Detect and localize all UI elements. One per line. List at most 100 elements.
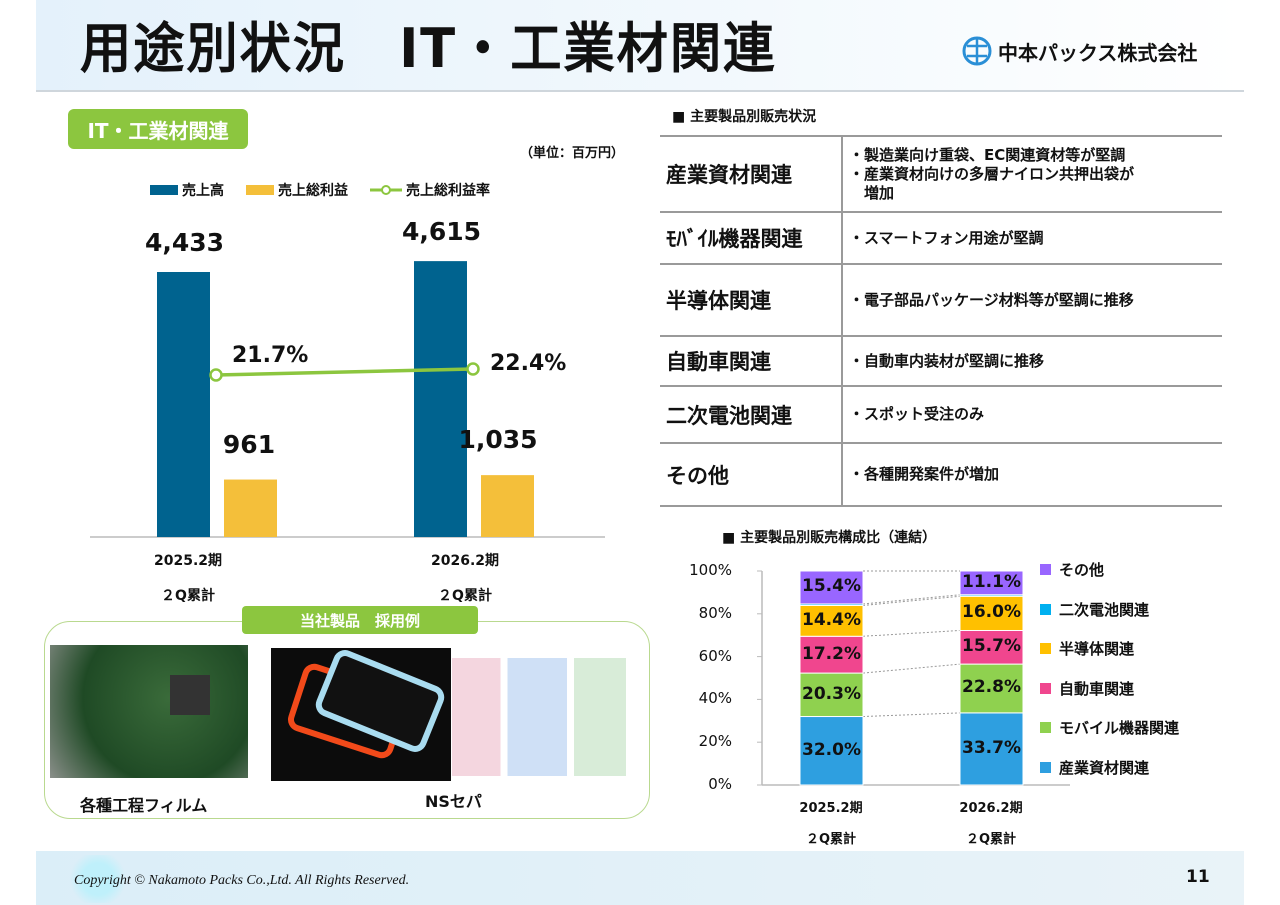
products-label: 当社製品 採用例: [242, 606, 478, 634]
table-title: ■ 主要製品別販売状況: [672, 109, 817, 125]
table-row: 産業資材関連 ・製造業向け重袋、EC関連資材等が堅調 ・産業資材向けの多層ナイロン共…: [660, 135, 1222, 213]
note-line: ・産業資材向けの多層ナイロン共押出袋が: [849, 164, 1135, 183]
row-category: 二次電池関連: [660, 385, 843, 444]
stacked-segment: [959, 570, 1024, 596]
unit-label: （単位：百万円）: [520, 146, 625, 161]
chart2-legend-item: その他: [1040, 559, 1104, 580]
segment-label: 33.7%: [962, 737, 1021, 758]
legend-swatch: [1040, 603, 1051, 615]
note-line: ・自動車内装材が堅調に推移: [849, 351, 1045, 370]
segment-label: 16.0%: [962, 602, 1021, 623]
legend-label: 売上総利益: [278, 183, 348, 199]
row-notes: ・スマートフォン用途が堅調: [842, 211, 1222, 265]
category-label: 2026.2期: [959, 801, 1023, 816]
legend-label: 二次電池関連: [1059, 600, 1150, 619]
legend-gross: 売上総利益: [246, 180, 348, 200]
y-tick-label: 80%: [698, 603, 732, 622]
row-category: 半導体関連: [660, 263, 843, 337]
legend-label: 半導体関連: [1059, 640, 1135, 658]
row-notes: ・製造業向け重袋、EC関連資材等が堅調 ・産業資材向けの多層ナイロン共押出袋が 増…: [842, 135, 1222, 213]
sales-bar: [157, 272, 210, 537]
row-category: 自動車関連: [660, 335, 843, 387]
y-tick-label: 60%: [698, 646, 732, 665]
legend-line-marker-icon: [370, 185, 402, 195]
legend-label: 売上高: [182, 183, 224, 199]
chart1-legend: 売上高 売上総利益 売上総利益率: [150, 180, 490, 200]
legend-rate: 売上総利益率: [370, 180, 490, 200]
gross-value-label: 961: [222, 429, 276, 459]
copyright: Copyright © Nakamoto Packs Co.,Ltd. All …: [74, 873, 410, 888]
legend-swatch: [1040, 643, 1051, 654]
legend-label: 売上総利益率: [406, 183, 490, 199]
separator-rolls-image: [452, 658, 626, 776]
chart2-title: ■ 主要製品別販売構成比（連結）: [722, 530, 937, 546]
category-label: 2026.2期: [430, 553, 500, 569]
chart2-legend-item: 二次電池関連: [1040, 599, 1149, 620]
note-line: ・各種開発案件が増加: [849, 465, 1000, 483]
connector-line: [862, 712, 961, 718]
y-tick-label: 100%: [689, 561, 732, 579]
stacked-segment: [799, 604, 864, 637]
product-status-table: 産業資材関連 ・製造業向け重袋、EC関連資材等が堅調 ・産業資材向けの多層ナイロン共…: [660, 135, 1222, 507]
row-notes: ・電子部品パッケージ材料等が堅調に推移: [842, 263, 1222, 337]
table-row: ﾓﾊﾞｲﾙ機器関連 ・スマートフォン用途が堅調: [660, 211, 1222, 265]
row-category: 産業資材関連: [660, 135, 843, 213]
legend-label: その他: [1059, 561, 1105, 579]
chip-shape: [170, 675, 210, 715]
segment-label: 14.4%: [802, 609, 861, 630]
connector-line: [862, 595, 961, 606]
legend-swatch: [1040, 682, 1051, 694]
category-label: 2025.2期: [799, 801, 863, 816]
segment-label: 15.4%: [802, 576, 861, 597]
page-number: 11: [1186, 867, 1210, 887]
note-line: ・スマートフォン用途が堅調: [849, 228, 1044, 247]
footer-decoration: [66, 855, 130, 903]
smartphone-image: [271, 648, 451, 781]
legend-swatch: [1040, 722, 1051, 733]
gross-margin-point: [209, 368, 223, 382]
legend-swatch: [1040, 564, 1051, 575]
segment-label: 32.0%: [802, 739, 861, 760]
legend-swatch: [1040, 761, 1051, 773]
segment-label: 20.3%: [802, 683, 861, 704]
y-tick-label: 20%: [698, 732, 732, 751]
gross-margin-line: [215, 367, 474, 377]
chart2-legend-item: 産業資材関連: [1040, 757, 1149, 778]
category-sublabel: ２Q累計: [161, 588, 215, 604]
table-row: 半導体関連 ・電子部品パッケージ材料等が堅調に推移: [660, 263, 1222, 337]
row-notes: ・自動車内装材が堅調に推移: [842, 335, 1222, 387]
connector-line: [862, 663, 961, 674]
y-tick-label: 40%: [698, 689, 732, 708]
category-label: 2025.2期: [153, 553, 223, 569]
legend-swatch: [150, 185, 178, 195]
connector-line: [862, 594, 961, 605]
stacked-segment: [799, 570, 864, 605]
row-category: その他: [660, 442, 843, 507]
row-notes: ・スポット受注のみ: [842, 385, 1222, 444]
sales-bar: [414, 261, 467, 537]
page-title: 用途別状況 IT・工業材関連: [80, 17, 777, 80]
chart2-legend-item: 半導体関連: [1040, 638, 1134, 659]
product-caption-1: 各種工程フィルム: [80, 796, 208, 815]
chart2-legend-item: 自動車関連: [1040, 678, 1134, 699]
segment-label: 22.8%: [962, 677, 1021, 698]
gross-margin-point: [466, 362, 480, 376]
chart1-plot: [90, 261, 605, 538]
row-category: ﾓﾊﾞｲﾙ機器関連: [660, 211, 843, 265]
footer-band: [36, 851, 1244, 905]
category-sublabel: ２Q累計: [965, 832, 1017, 847]
connector-line: [862, 629, 961, 637]
stacked-segment: [799, 716, 864, 786]
sales-value-label: 4,615: [401, 217, 482, 247]
logo-mark-icon: [962, 36, 992, 66]
note-line: 増加: [849, 183, 895, 202]
category-sublabel: ２Q累計: [438, 588, 492, 604]
product-caption-2: NSセパ: [425, 792, 482, 811]
gross-value-label: 1,035: [458, 425, 538, 455]
gross-profit-bar: [224, 479, 277, 537]
note-line: ・スポット受注のみ: [849, 405, 985, 423]
stacked-segment: [959, 595, 1024, 631]
gross-margin-label: 22.4%: [490, 350, 567, 376]
legend-label: モバイル機器関連: [1059, 719, 1180, 737]
